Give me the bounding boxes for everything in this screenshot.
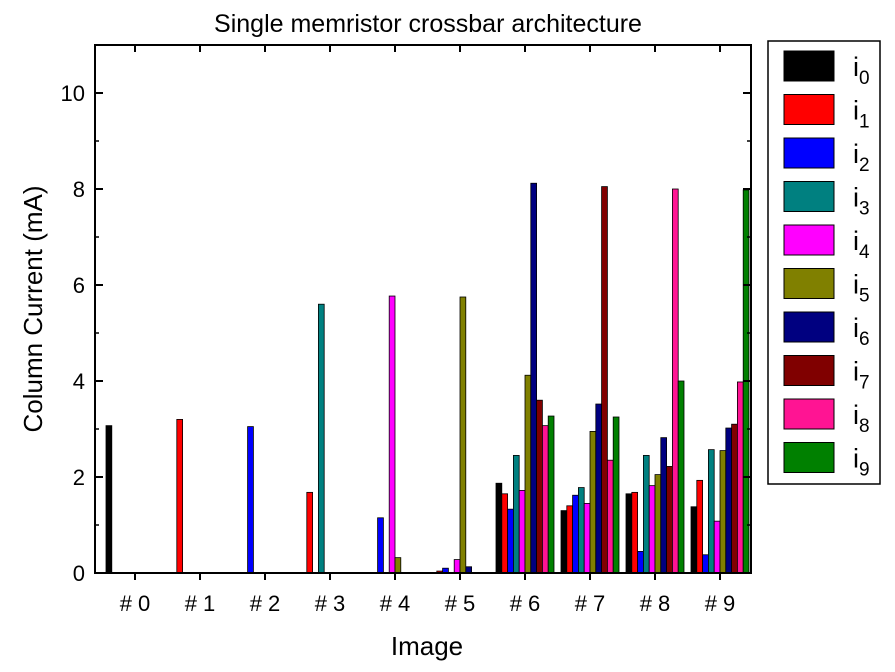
x-tick-label: # 1 (185, 591, 216, 616)
y-tick-label: 10 (61, 81, 85, 106)
legend-swatch-i9 (783, 442, 835, 473)
y-tick-label: 2 (73, 465, 85, 490)
legend-swatch-i3 (783, 181, 835, 212)
bar-i2-9 (702, 554, 709, 574)
x-tick-label: # 7 (575, 591, 606, 616)
x-tick-label: # 3 (315, 591, 346, 616)
bar-i8-7 (607, 459, 614, 574)
y-tick-label: 6 (73, 273, 85, 298)
bar-i5-4 (394, 557, 402, 574)
legend-subscript: 2 (859, 155, 870, 176)
legend-subscript: 6 (859, 329, 870, 350)
legend-subscript: 4 (859, 242, 870, 263)
x-tick-label: # 9 (705, 591, 736, 616)
bar-i4-9 (713, 520, 721, 574)
legend-swatch-i2 (783, 137, 835, 169)
bar-i6-8 (660, 437, 667, 574)
bar-i3-7 (578, 487, 585, 574)
bar-i0-0 (105, 425, 113, 574)
legend-subscript: 3 (859, 199, 870, 220)
bar-i7-7 (601, 186, 608, 574)
bar-i9-7 (612, 416, 620, 574)
bar-i1-7 (566, 505, 573, 574)
y-tick-label: 8 (73, 177, 85, 202)
bar-i4-5 (453, 559, 461, 574)
legend-subscript: 0 (859, 68, 870, 89)
legend-swatch-i8 (783, 398, 835, 430)
ticks-layer: 0 2 4 6 8 10 # 0 # 1 # 2 # 3 # 4 # 5 # 6 # 7 # 8 # 9 (61, 44, 751, 616)
bar-i4-4 (388, 295, 396, 574)
bar-i0-6 (495, 482, 503, 574)
bar-i2-4 (377, 517, 384, 574)
legend-subscript: 8 (859, 416, 870, 437)
bar-i9-8 (677, 380, 685, 574)
bar-i6-6 (530, 182, 537, 574)
y-tick-label: 4 (73, 369, 85, 394)
legend-swatch-i4 (783, 224, 835, 256)
bar-i2-2 (247, 426, 254, 574)
bar-i0-8 (625, 493, 633, 574)
legend-swatch-i0 (783, 50, 835, 82)
y-axis-label: Column Current (mA) (18, 185, 48, 432)
legend-subscript: 9 (859, 460, 870, 481)
bar-i0-9 (690, 506, 698, 574)
bar-i1-9 (696, 479, 703, 574)
bar-i5-6 (524, 374, 532, 574)
legend-subscript: 1 (859, 112, 870, 133)
x-tick-label: # 2 (250, 591, 281, 616)
bar-i1-8 (631, 491, 638, 574)
bar-i4-7 (583, 502, 591, 574)
bar-i3-3 (317, 303, 325, 574)
bar-i5-9 (719, 450, 727, 574)
x-tick-label: # 5 (445, 591, 476, 616)
bar-i5-7 (589, 430, 597, 574)
bar-i3-8 (643, 454, 650, 574)
x-tick-label: # 0 (120, 591, 151, 616)
x-tick-label: # 4 (380, 591, 411, 616)
legend-swatch-i5 (783, 268, 835, 299)
bar-i7-6 (536, 399, 543, 574)
bar-i8-9 (737, 381, 744, 574)
bar-i1-1 (176, 418, 184, 574)
x-tick-label: # 8 (640, 591, 671, 616)
legend-subscript: 5 (859, 286, 870, 307)
chart-title: Single memristor crossbar architecture (214, 10, 642, 38)
bar-i7-8 (666, 466, 673, 574)
legend-subscript: 7 (859, 373, 870, 394)
x-axis-label: Image (391, 631, 463, 661)
bar-i2-6 (507, 508, 514, 574)
legend-swatch-i1 (783, 94, 835, 125)
bar-i6-7 (595, 403, 602, 574)
bar-i9-6 (547, 415, 555, 574)
legend-swatch-i6 (783, 311, 835, 343)
y-tick-label: 0 (73, 561, 85, 586)
bar-i3-6 (513, 454, 520, 574)
bar-i8-8 (672, 188, 679, 574)
bar-i1-3 (306, 491, 313, 574)
bar-i2-7 (572, 494, 579, 574)
bar-i0-7 (560, 510, 568, 574)
bars-layer (105, 182, 750, 574)
bar-i3-9 (708, 449, 715, 574)
bar-i4-6 (518, 490, 526, 574)
bar-i6-9 (725, 427, 732, 574)
bar-i5-8 (654, 474, 662, 574)
x-tick-label: # 6 (510, 591, 541, 616)
bar-i5-5 (459, 296, 467, 574)
bar-i8-6 (542, 425, 549, 574)
bar-i4-8 (648, 485, 656, 574)
bar-i1-6 (501, 493, 508, 574)
bar-i7-9 (731, 423, 738, 574)
bar-i2-8 (637, 551, 644, 574)
legend-swatch-i7 (783, 355, 835, 386)
